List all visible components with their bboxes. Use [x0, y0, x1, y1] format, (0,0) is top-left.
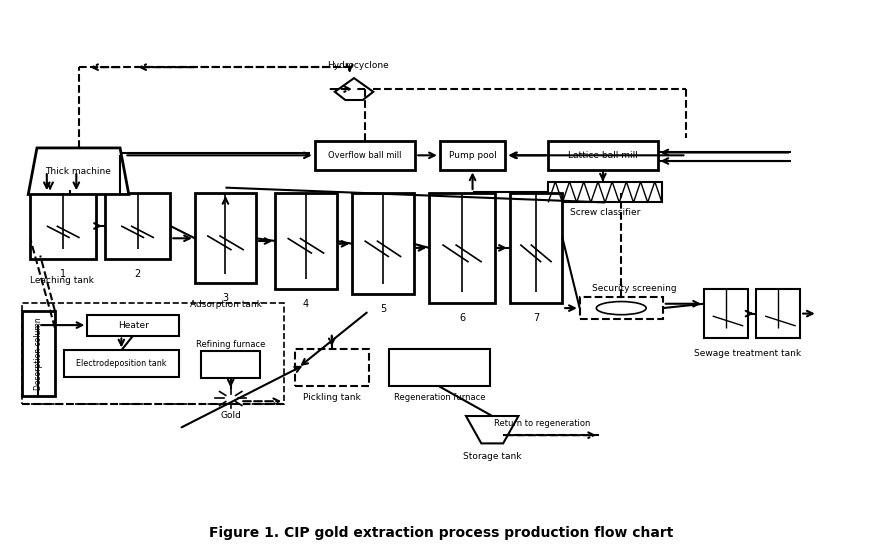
Bar — [30, 193, 96, 259]
Text: Electrodeposition tank: Electrodeposition tank — [76, 359, 167, 368]
Text: 2: 2 — [134, 269, 140, 279]
Text: 7: 7 — [532, 312, 540, 322]
Text: Overflow ball mill: Overflow ball mill — [328, 151, 402, 160]
Bar — [275, 193, 336, 289]
Text: Storage tank: Storage tank — [463, 451, 522, 460]
Text: 4: 4 — [303, 299, 309, 309]
Bar — [704, 289, 748, 338]
Text: Refining furnace: Refining furnace — [196, 340, 266, 349]
Bar — [389, 349, 489, 386]
Text: Pickling tank: Pickling tank — [303, 393, 360, 402]
Ellipse shape — [596, 301, 646, 315]
Text: 5: 5 — [380, 304, 386, 314]
Bar — [548, 141, 658, 170]
Bar — [580, 297, 663, 319]
Bar — [440, 141, 505, 170]
Bar — [548, 182, 662, 202]
Text: 3: 3 — [223, 294, 229, 304]
Text: Lattice ball mill: Lattice ball mill — [568, 151, 638, 160]
Bar — [87, 315, 179, 335]
Text: Return to regeneration: Return to regeneration — [494, 419, 590, 428]
Polygon shape — [466, 416, 518, 443]
Text: Desorption column: Desorption column — [34, 317, 42, 390]
Text: 1: 1 — [60, 269, 66, 279]
Text: 6: 6 — [459, 312, 465, 322]
Polygon shape — [28, 148, 129, 195]
Bar — [757, 289, 800, 338]
Text: Sewage treatment tank: Sewage treatment tank — [694, 349, 801, 358]
Bar — [314, 141, 415, 170]
Bar — [22, 302, 284, 404]
Text: Screw classifier: Screw classifier — [570, 208, 640, 217]
Text: Pump pool: Pump pool — [449, 151, 496, 160]
Bar — [201, 351, 260, 378]
Text: Adsorption tank: Adsorption tank — [190, 300, 261, 309]
Bar — [509, 193, 562, 302]
Bar — [105, 193, 170, 259]
Bar — [22, 311, 55, 396]
Text: Figure 1. CIP gold extraction process production flow chart: Figure 1. CIP gold extraction process pr… — [209, 525, 674, 540]
Text: Gold: Gold — [220, 410, 241, 420]
Text: Regeneration furnace: Regeneration furnace — [394, 393, 485, 402]
Polygon shape — [335, 78, 374, 100]
Bar — [352, 193, 413, 295]
Text: Thick machine: Thick machine — [46, 167, 111, 176]
Text: Leaching tank: Leaching tank — [30, 276, 94, 285]
Bar — [429, 193, 494, 302]
Text: Security screening: Security screening — [592, 284, 676, 293]
Text: Heater: Heater — [117, 321, 148, 330]
Text: Hydrocyclone: Hydrocyclone — [328, 61, 389, 70]
Bar — [195, 193, 256, 284]
Bar — [64, 350, 179, 376]
Bar — [295, 349, 369, 386]
